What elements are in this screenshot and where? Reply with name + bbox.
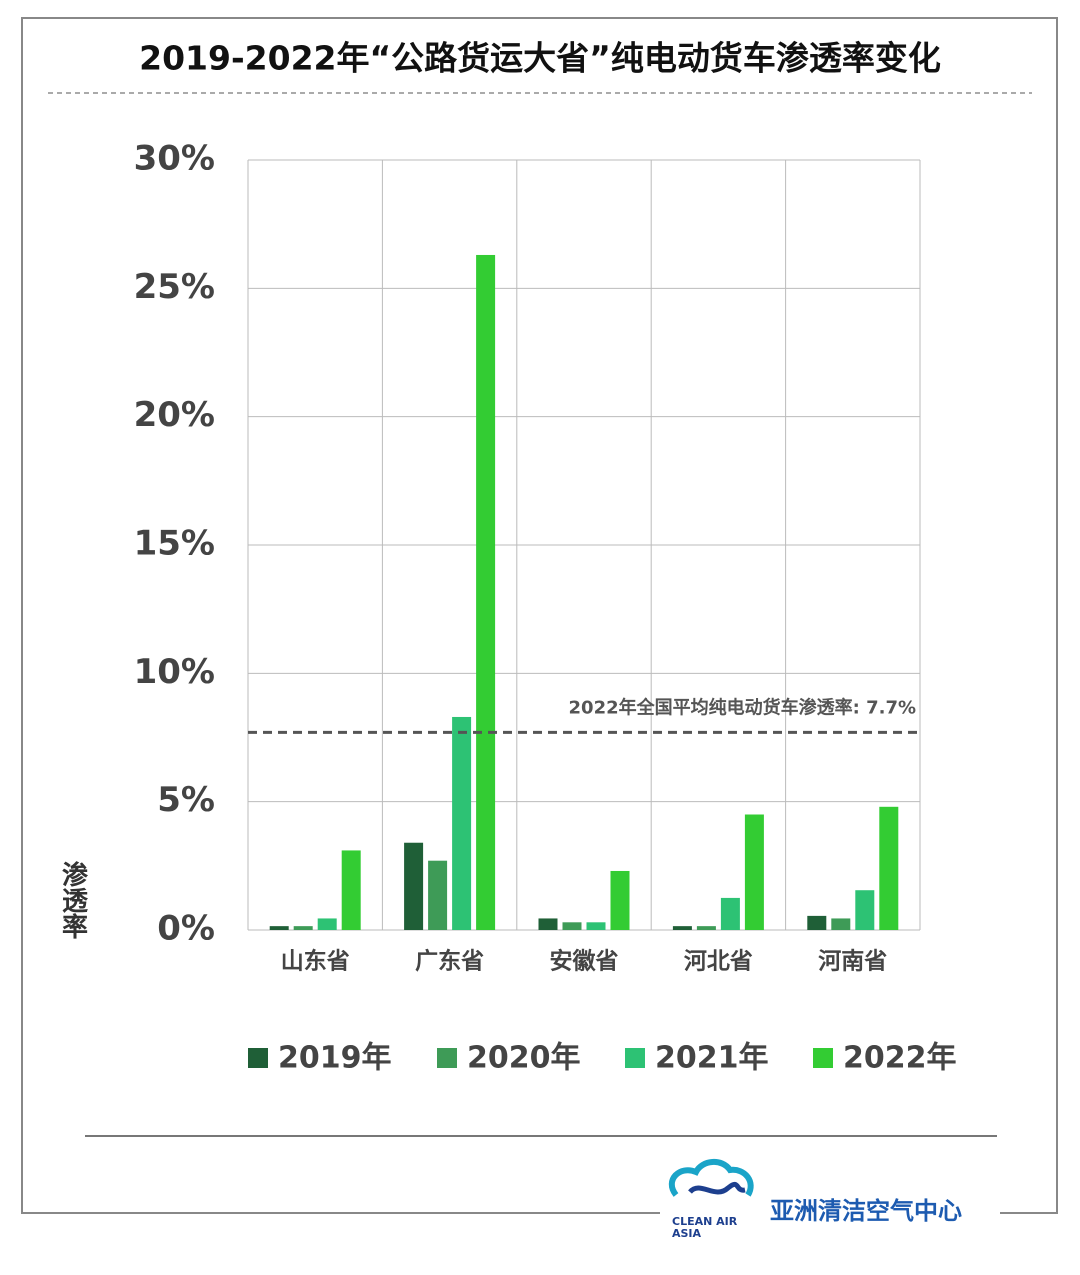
legend-swatch bbox=[437, 1048, 457, 1068]
x-tick-label: 安徽省 bbox=[550, 948, 619, 975]
bar bbox=[538, 918, 558, 930]
legend-label: 2021年 bbox=[655, 1041, 769, 1076]
bar bbox=[586, 922, 606, 930]
y-tick-label: 30% bbox=[134, 139, 215, 179]
x-tick-label: 河北省 bbox=[684, 949, 753, 975]
logo-text: CLEAN AIR bbox=[672, 1215, 738, 1228]
bar bbox=[452, 716, 472, 930]
bar bbox=[696, 926, 716, 930]
chart-title: 2019-2022年“公路货运大省”纯电动货车渗透率变化 bbox=[139, 39, 941, 78]
bar bbox=[562, 922, 582, 930]
bar bbox=[610, 870, 630, 930]
bar bbox=[672, 926, 692, 930]
y-tick-label: 5% bbox=[157, 780, 215, 820]
bar bbox=[428, 860, 448, 930]
x-tick-label: 山东省 bbox=[281, 948, 350, 975]
logo-text: ASIA bbox=[672, 1227, 702, 1240]
legend-swatch bbox=[248, 1048, 268, 1068]
y-tick-label: 10% bbox=[134, 652, 215, 692]
bar bbox=[476, 254, 496, 930]
bar bbox=[341, 850, 361, 930]
x-tick-label: 河南省 bbox=[818, 949, 887, 975]
y-axis-label: 渗透率 bbox=[58, 860, 88, 939]
bar bbox=[879, 806, 899, 930]
frame bbox=[21, 17, 1058, 1214]
legend-swatch bbox=[625, 1048, 645, 1068]
bar bbox=[831, 918, 851, 930]
logo-wave bbox=[688, 1181, 746, 1195]
organization: 亚洲清洁空气中心 bbox=[770, 1197, 962, 1225]
bar bbox=[269, 926, 289, 930]
legend-label: 2019年 bbox=[278, 1041, 392, 1076]
reference-label: 2022年全国平均纯电动货车渗透率: 7.7% bbox=[569, 696, 916, 718]
y-tick-label: 15% bbox=[134, 524, 215, 564]
bar bbox=[293, 926, 313, 930]
legend-label: 2020年 bbox=[467, 1041, 581, 1076]
legend-swatch bbox=[813, 1048, 833, 1068]
y-tick-label: 20% bbox=[134, 395, 215, 435]
logo: CLEAN AIR ASIA 亚洲清洁空气中心 bbox=[668, 1159, 962, 1240]
y-tick-label: 25% bbox=[134, 267, 215, 307]
bar bbox=[855, 890, 875, 930]
legend-label: 2022年 bbox=[843, 1041, 957, 1076]
logo-cloud bbox=[668, 1159, 754, 1197]
bar bbox=[317, 918, 337, 930]
bar bbox=[404, 842, 424, 930]
bar bbox=[720, 897, 740, 930]
y-tick-label: 0% bbox=[157, 909, 215, 949]
x-tick-label: 广东省 bbox=[415, 948, 484, 975]
bar bbox=[744, 814, 764, 930]
bar bbox=[807, 915, 827, 930]
